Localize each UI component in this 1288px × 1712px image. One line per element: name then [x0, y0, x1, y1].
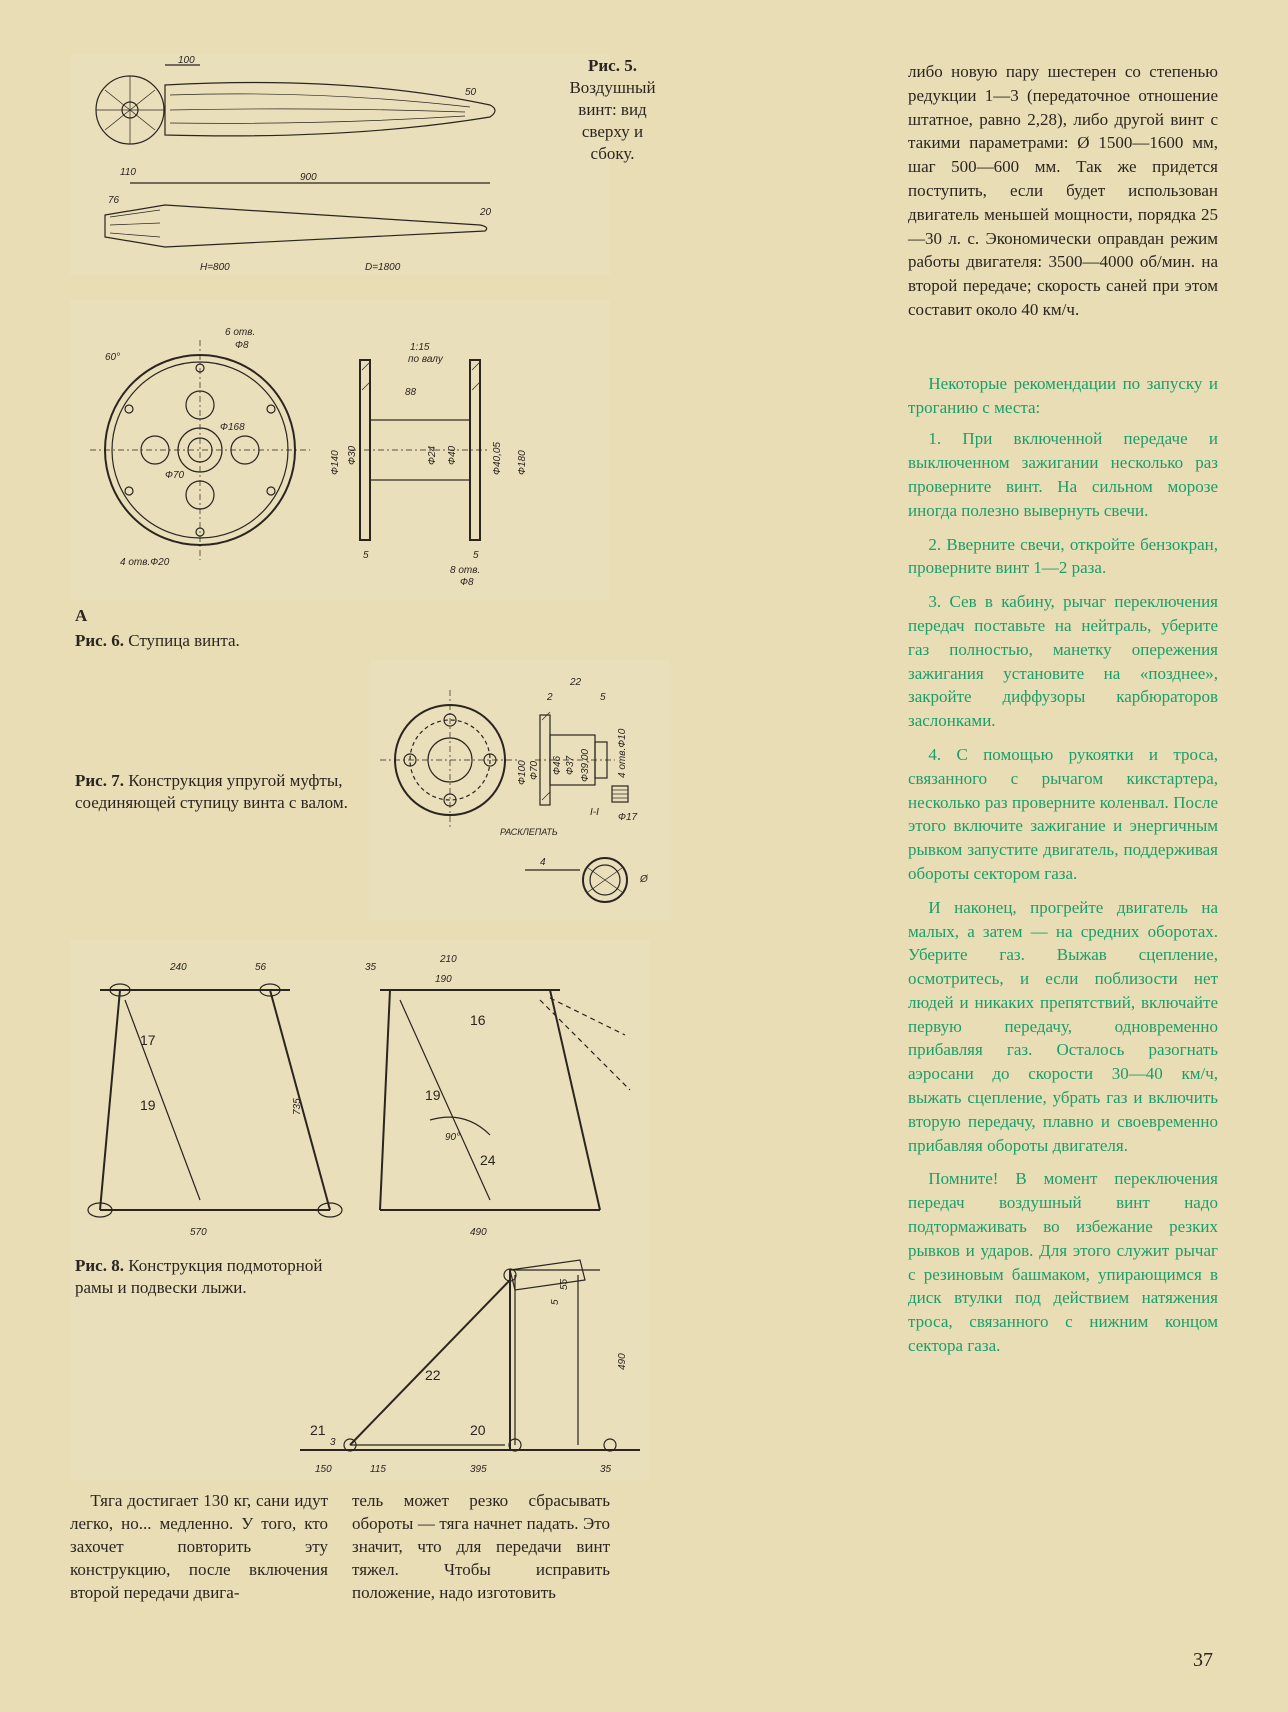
dim-fig8-210: 210: [439, 954, 457, 965]
dim-fig8-190: 190: [435, 974, 452, 985]
dim-fig8-24: 24: [480, 1152, 496, 1168]
dim-fig5-span: 900: [300, 172, 317, 183]
dim-fig8-150: 150: [315, 1464, 332, 1475]
dim-fig7-d17: Ф17: [618, 812, 638, 823]
dim-fig8-19b: 19: [425, 1087, 441, 1103]
fig6-label: Рис. 6.: [75, 631, 124, 650]
figure-8: 240 56 570 735 17 19 90° 35 210 190 490 …: [70, 940, 650, 1480]
dim-fig7-d46: Ф46: [552, 755, 563, 775]
right-column: либо новую пару шестерен со степенью ред…: [908, 60, 1218, 1368]
dim-fig6-d40: Ф40: [447, 445, 458, 465]
dim-fig7-4h: 4 отв.Ф10: [617, 728, 628, 778]
figure-6-caption: Рис. 6. Ступица винта.: [75, 630, 240, 652]
dim-fig7-4: 4: [540, 857, 546, 868]
dim-fig8-395: 395: [470, 1464, 487, 1475]
dim-fig8-16: 16: [470, 1012, 486, 1028]
bottom-col-left: Тяга достигает 130 кг, сани идут легко, …: [70, 1490, 328, 1605]
dim-fig8-h490: 490: [617, 1353, 628, 1370]
dim-fig7-2: 2: [546, 692, 553, 703]
figure-8-caption: Рис. 8. Конструкция подмоторной рамы и п…: [75, 1255, 355, 1299]
dim-fig7-d37: Ф37: [565, 755, 576, 775]
figure-6: 60° 6 отв. Ф8 Ф168 Ф70 4 отв.Ф20 1:15 по…: [70, 300, 610, 600]
dim-fig8-90: 90°: [445, 1132, 460, 1143]
dim-fig6-8holes: 8 отв.: [450, 565, 480, 576]
dim-fig6-d24: Ф24: [427, 445, 438, 465]
figure-6-label-A: А: [75, 605, 87, 627]
dim-fig8-490: 490: [470, 1227, 487, 1238]
dim-fig8-735: 735: [292, 1098, 303, 1115]
dim-fig6-taper: 1:15: [410, 342, 430, 353]
fig6-caption-text: Ступица винта.: [128, 631, 240, 650]
fig7-label: Рис. 7.: [75, 771, 124, 790]
figure-7-caption: Рис. 7. Конструкция упругой муфты, соеди…: [75, 770, 365, 814]
dim-fig7-5: 5: [600, 692, 606, 703]
fig5-caption-text: Воздушный винт: вид сверху и сбоку.: [569, 78, 655, 163]
fig5-label: Рис. 5.: [588, 56, 637, 75]
fig6-A: А: [75, 606, 87, 625]
dim-fig6-key: по валу: [408, 354, 444, 365]
dim-fig6-d168: Ф168: [220, 422, 245, 433]
dim-fig6-4holes: 4 отв.Ф20: [120, 557, 170, 568]
dim-fig8-19: 19: [140, 1097, 156, 1113]
dim-fig6-d30: Ф30: [347, 445, 358, 465]
dim-fig8-115: 115: [370, 1464, 386, 1475]
dim-fig8-570: 570: [190, 1227, 207, 1238]
green-para-6: Помните! В момент переключения передач в…: [908, 1167, 1218, 1357]
dim-fig7-d100: Ф100: [517, 760, 528, 785]
dim-fig8-35: 35: [365, 962, 377, 973]
dim-fig6-d140: Ф140: [330, 450, 341, 475]
green-heading: Некоторые рекомендации по запуску и трог…: [908, 372, 1218, 420]
page: 100 50 110 900 76 20 H=800 D=1800 Рис. 5…: [0, 0, 1288, 1712]
green-para-3: 3. Сев в кабину, рычаг переключения пере…: [908, 590, 1218, 733]
dim-fig6-t5a: 5: [363, 550, 369, 561]
dim-fig6-8holes-d: Ф8: [460, 577, 474, 588]
dim-fig8-56: 56: [255, 962, 267, 973]
dim-fig7-22: 22: [569, 677, 582, 688]
dim-fig5-side: 76: [108, 195, 120, 206]
dim-fig6-6holes: 6 отв.: [225, 327, 255, 338]
dim-fig8-22: 22: [425, 1367, 441, 1383]
dim-fig6-angle: 60°: [105, 352, 120, 363]
dim-fig8-35b: 35: [600, 1464, 612, 1475]
dim-fig8-240: 240: [169, 962, 187, 973]
dim-fig6-t5b: 5: [473, 550, 479, 561]
figure-7: 22 2 5 Ф100 Ф70 Ф46 Ф37 Ф39,00 4 отв.Ф10…: [370, 660, 670, 920]
figure-5-caption: Рис. 5. Воздушный винт: вид сверху и сбо…: [565, 55, 660, 165]
dim-fig8-t3: 3: [330, 1437, 336, 1448]
dim-fig6-88: 88: [405, 387, 417, 398]
dim-fig5-root: 110: [120, 167, 136, 178]
page-number: 37: [1193, 1649, 1213, 1672]
dim-fig8-t55: 55: [559, 1278, 570, 1290]
dim-fig5-tip: 20: [479, 207, 492, 218]
dim-fig5-D: D=1800: [365, 262, 401, 273]
dim-fig5-top: 100: [178, 55, 195, 66]
dim-fig8-t5: 5: [550, 1299, 561, 1305]
dim-fig6-d70: Ф70: [165, 470, 185, 481]
dim-fig7-d39: Ф39,00: [580, 749, 591, 782]
dim-fig7-raskl: РАСКЛЕПАТЬ: [500, 827, 558, 837]
dim-fig8-21: 21: [310, 1422, 326, 1438]
green-para-1: 1. При включенной передаче и выключенном…: [908, 427, 1218, 522]
green-para-4: 4. С помощью рукоятки и троса, связанног…: [908, 743, 1218, 886]
dim-fig5-H: H=800: [200, 262, 230, 273]
dim-fig8-20: 20: [470, 1422, 486, 1438]
dim-fig6-d180: Ф180: [517, 450, 528, 475]
fig8-label: Рис. 8.: [75, 1256, 124, 1275]
dim-fig6-d4005: Ф40,05: [492, 442, 503, 475]
dim-fig5-chord: 50: [465, 87, 477, 98]
figure-5: 100 50 110 900 76 20 H=800 D=1800: [70, 55, 610, 275]
dim-fig7-d70: Ф70: [529, 760, 540, 780]
green-para-5: И наконец, прогрейте двигатель на малых,…: [908, 896, 1218, 1158]
right-black-para: либо новую пару шестерен со степенью ред…: [908, 60, 1218, 322]
bottom-col-right: тель может резко сбрасывать обороты — тя…: [352, 1490, 610, 1605]
green-para-2: 2. Вверните свечи, откройте бензокран, п…: [908, 533, 1218, 581]
dim-fig6-6holes-d: Ф8: [235, 340, 249, 351]
dim-fig8-17: 17: [140, 1032, 156, 1048]
bottom-text-block: Тяга достигает 130 кг, сани идут легко, …: [70, 1490, 610, 1605]
dim-fig7-II: I-I: [590, 807, 599, 818]
dim-fig7-o: Ø: [639, 874, 649, 885]
